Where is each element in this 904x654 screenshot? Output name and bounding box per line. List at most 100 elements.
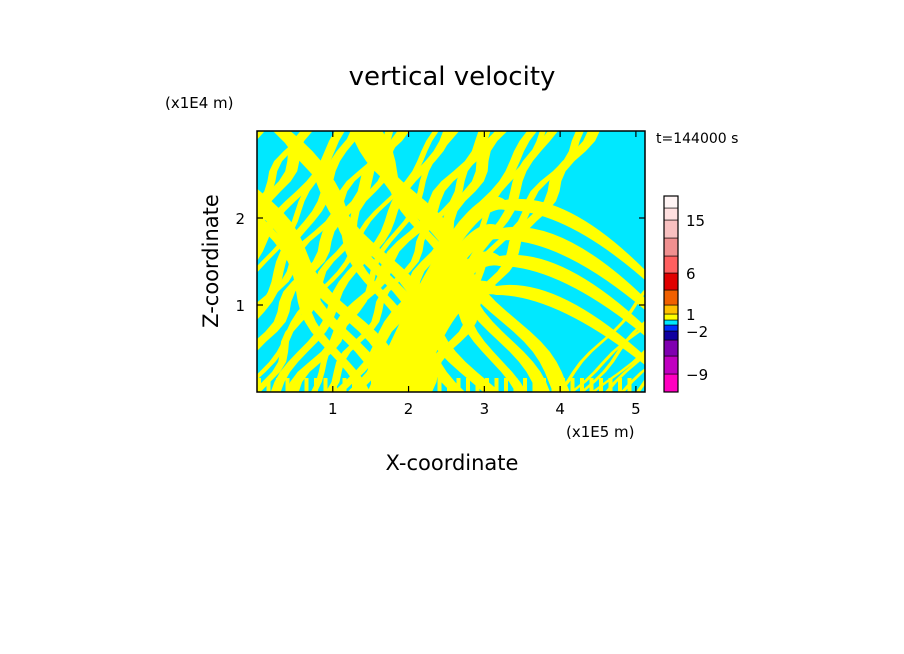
surface-noise: [314, 378, 318, 392]
x-axis: 1 2 3 4 5: [328, 131, 641, 418]
positive-velocity-band: [278, 131, 433, 392]
surface-noise: [352, 378, 356, 392]
surface-noise: [276, 378, 280, 392]
surface-noise: [371, 378, 375, 392]
colorbar-label: −9: [686, 366, 708, 384]
positive-velocity-band: [558, 288, 645, 392]
x-tick-label: 1: [328, 400, 338, 418]
x-tick-label: 2: [404, 400, 414, 418]
colorbar-label: 15: [686, 212, 705, 230]
surface-noise: [618, 378, 622, 392]
surface-noise: [532, 378, 537, 392]
surface-noise: [323, 378, 328, 392]
y-tick-label: 2: [235, 210, 245, 228]
surface-noise: [380, 378, 385, 392]
positive-velocity-band: [257, 131, 265, 140]
surface-noise: [570, 378, 575, 392]
surface-noise: [513, 378, 518, 392]
colorbar-segment: [663, 324, 679, 332]
time-label: t=144000 s: [656, 131, 738, 147]
surface-noise: [456, 378, 461, 392]
positive-velocity-band: [310, 131, 460, 392]
chart-title: vertical velocity: [349, 62, 556, 92]
surface-noise: [333, 378, 337, 392]
y-axis-label: Z-coordinate: [199, 194, 223, 328]
plot-frame: [256, 130, 646, 393]
arch-band: [377, 223, 645, 392]
colorbar-segment: [663, 330, 679, 341]
x-tick-label: 5: [631, 400, 641, 418]
x-tick-label: 3: [480, 400, 490, 418]
surface-noise: [608, 378, 613, 392]
surface-noise: [485, 378, 489, 392]
colorbar-segment: [663, 373, 679, 393]
x-axis-label: X-coordinate: [386, 451, 519, 475]
surface-noise: [342, 378, 347, 392]
surface-noise: [447, 378, 451, 392]
positive-velocity-band: [257, 131, 312, 209]
colorbar-segment: [663, 195, 679, 209]
positive-velocity-band: [257, 131, 365, 320]
positive-velocity-band: [620, 368, 645, 392]
surface-noise: [295, 378, 299, 392]
positive-velocity-band: [580, 320, 645, 392]
positive-velocity-band: [257, 131, 345, 262]
y-tick-label: 1: [235, 297, 245, 315]
positive-velocity-band: [257, 188, 412, 392]
surface-noise: [257, 378, 261, 392]
colorbar-segment: [663, 272, 679, 291]
surface-noise: [428, 378, 432, 392]
surface-noise: [390, 378, 394, 392]
colorbar-segment: [663, 207, 679, 221]
surface-noise: [580, 378, 584, 392]
positive-velocity-band: [635, 378, 645, 392]
surface-noise: [285, 378, 290, 392]
colorbar-segment: [663, 339, 679, 357]
surface-noise: [466, 378, 470, 392]
surface-noise: [361, 378, 366, 392]
x-unit-label: (x1E5 m): [566, 423, 635, 441]
surface-noise: [589, 378, 594, 392]
colorbar-segment: [663, 219, 679, 239]
surface-noise: [304, 378, 309, 392]
positive-velocity-band: [347, 131, 508, 392]
positive-velocity-band: [604, 352, 645, 392]
surface-noise: [523, 378, 527, 392]
arch-band: [390, 251, 645, 392]
colorbar-label: 6: [686, 265, 696, 283]
colorbar-segment: [663, 355, 679, 375]
surface-noise: [599, 378, 603, 392]
surface-noise: [475, 378, 480, 392]
x-tick-label: 4: [555, 400, 565, 418]
positive-velocity-band: [257, 131, 410, 351]
colorbar-label: 1: [686, 306, 696, 324]
colorbar-segment: [663, 255, 679, 274]
surface-noise: [409, 378, 413, 392]
positive-velocity-band: [257, 211, 371, 392]
positive-velocity-band: [273, 131, 501, 392]
surface-noise: [504, 378, 508, 392]
positive-velocity-band: [649, 131, 904, 392]
velocity-field: [257, 131, 904, 392]
colorbar-label: −2: [686, 323, 708, 341]
surface-noise: [418, 378, 423, 392]
positive-velocity-band: [257, 131, 408, 392]
colorbar: −9 −21 6 15: [663, 195, 708, 393]
colorbar-segment: [663, 237, 679, 257]
surface-noise: [561, 378, 565, 392]
y-axis: 12: [235, 210, 645, 315]
colorbar-segment: [663, 313, 679, 321]
surface-noise: [399, 378, 404, 392]
colorbar-frame: [663, 195, 679, 393]
surface-noise: [542, 378, 546, 392]
y-unit-label: (x1E4 m): [165, 94, 234, 112]
surface-noise: [551, 378, 556, 392]
colorbar-segment: [663, 289, 679, 306]
positive-velocity-band: [333, 131, 538, 392]
surface-noise: [437, 378, 442, 392]
surface-noise: [494, 378, 499, 392]
surface-noise: [266, 378, 271, 392]
colorbar-segment: [663, 319, 679, 326]
colorbar-segment: [663, 304, 679, 315]
